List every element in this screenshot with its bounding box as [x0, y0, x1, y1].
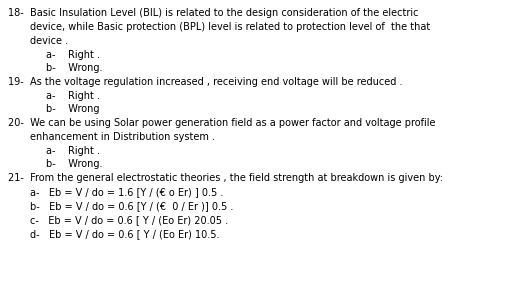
Text: b-    Wrong.: b- Wrong.: [46, 159, 102, 169]
Text: b-    Wrong: b- Wrong: [46, 104, 99, 114]
Text: b-   Eb = V / do = 0.6 [Y / (€  0 / Er )] 0.5 .: b- Eb = V / do = 0.6 [Y / (€ 0 / Er )] 0…: [30, 201, 233, 211]
Text: a-    Right .: a- Right .: [46, 91, 100, 101]
Text: c-   Eb = V / do = 0.6 [ Y / (Eo Er) 20.05 .: c- Eb = V / do = 0.6 [ Y / (Eo Er) 20.05…: [30, 215, 228, 225]
Text: device .: device .: [30, 36, 68, 46]
Text: device, while Basic protection (BPL) level is related to protection level of  th: device, while Basic protection (BPL) lev…: [30, 22, 430, 32]
Text: 21-  From the general electrostatic theories , the field strength at breakdown i: 21- From the general electrostatic theor…: [8, 173, 442, 183]
Text: 19-  As the voltage regulation increased , receiving end voltage will be reduced: 19- As the voltage regulation increased …: [8, 77, 402, 87]
Text: a-    Right .: a- Right .: [46, 50, 100, 60]
Text: a-    Right .: a- Right .: [46, 146, 100, 156]
Text: enhancement in Distribution system .: enhancement in Distribution system .: [30, 132, 215, 142]
Text: a-   Eb = V / do = 1.6 [Y / (€ o Er) ] 0.5 .: a- Eb = V / do = 1.6 [Y / (€ o Er) ] 0.5…: [30, 187, 223, 197]
Text: d-   Eb = V / do = 0.6 [ Y / (Eo Er) 10.5.: d- Eb = V / do = 0.6 [ Y / (Eo Er) 10.5.: [30, 229, 219, 239]
Text: 20-  We can be using Solar power generation field as a power factor and voltage : 20- We can be using Solar power generati…: [8, 118, 435, 128]
Text: b-    Wrong.: b- Wrong.: [46, 63, 102, 73]
Text: 18-  Basic Insulation Level (BIL) is related to the design consideration of the : 18- Basic Insulation Level (BIL) is rela…: [8, 8, 418, 18]
